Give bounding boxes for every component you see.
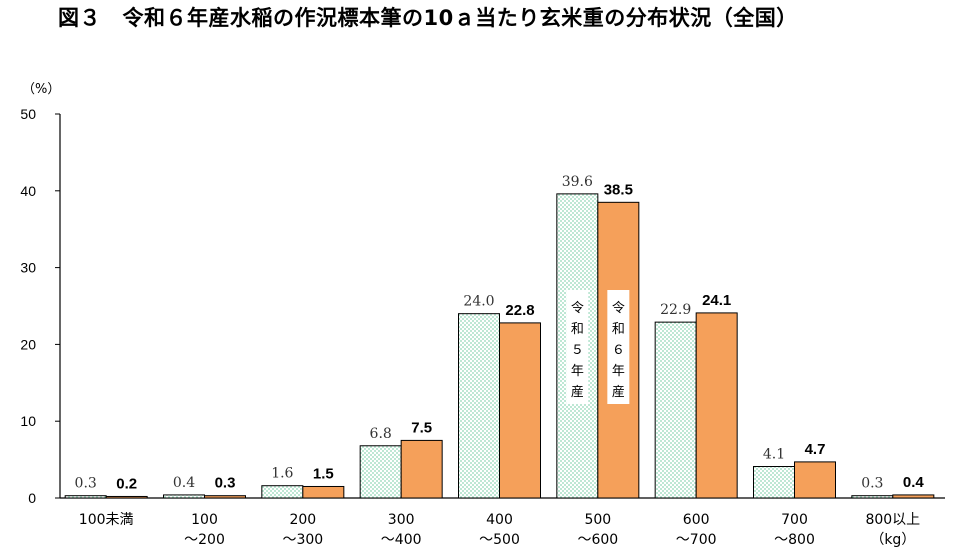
y-tick-label: 10	[20, 413, 36, 429]
bar-reiwa5	[359, 445, 402, 499]
bar-reiwa5	[64, 495, 107, 499]
bar-reiwa5	[458, 313, 500, 499]
data-label-reiwa5: 0.3	[75, 476, 97, 492]
x-tick-label: 400	[486, 512, 513, 528]
y-tick-label: 0	[28, 490, 36, 506]
series-label-char: 和	[612, 322, 625, 337]
data-label-reiwa6: 7.5	[411, 419, 432, 436]
x-tick-label: 600	[683, 512, 710, 528]
series-label-char: 産	[612, 384, 625, 400]
y-tick-label: 40	[20, 183, 36, 199]
series-label-char: ６	[612, 343, 625, 358]
data-label-reiwa5: 22.9	[660, 302, 691, 318]
bar-reiwa6	[499, 322, 541, 499]
bar-reiwa6	[892, 494, 935, 499]
data-label-reiwa5: 0.4	[173, 475, 195, 491]
data-label-reiwa5: 4.1	[763, 447, 785, 463]
bar-reiwa6	[302, 485, 345, 499]
data-label-reiwa6: 0.2	[116, 475, 137, 492]
y-axis-unit: （%）	[22, 82, 60, 97]
x-tick-label: 800以上	[865, 512, 920, 528]
bar-reiwa5	[753, 466, 795, 499]
bar-reiwa6	[794, 461, 836, 499]
x-axis-unit: （kg）	[870, 532, 915, 548]
data-label-reiwa6: 0.3	[215, 475, 236, 492]
series-label-char: 令	[612, 301, 625, 316]
data-label-reiwa6: 22.8	[505, 302, 534, 319]
bar-reiwa5	[851, 495, 894, 499]
series-label-box-reiwa5	[566, 290, 589, 404]
x-tick-label: 100未満	[79, 512, 134, 528]
series-label-char: 年	[612, 364, 625, 379]
x-tick-label: ～400	[381, 532, 422, 548]
bar-reiwa5	[261, 485, 304, 499]
series-label-box-reiwa6	[607, 290, 630, 404]
x-tick-label: ～300	[282, 532, 323, 548]
x-tick-label: 100	[191, 512, 218, 528]
y-tick-label: 20	[20, 336, 36, 352]
series-label-char: 産	[571, 384, 584, 400]
bar-reiwa5	[654, 321, 697, 499]
x-tick-label: ～500	[479, 532, 520, 548]
data-label-reiwa5: 1.6	[271, 466, 293, 482]
bar-reiwa6	[400, 439, 443, 499]
series-label-char: ５	[571, 343, 584, 358]
bar-reiwa6	[105, 495, 148, 499]
series-label-char: 令	[571, 301, 584, 316]
x-tick-label: 500	[584, 512, 611, 528]
data-label-reiwa5: 39.6	[562, 174, 593, 190]
data-label-reiwa6: 0.4	[903, 474, 925, 491]
bar-reiwa6	[204, 495, 246, 499]
bar-reiwa6	[695, 312, 738, 499]
x-tick-label: ～600	[577, 532, 618, 548]
data-label-reiwa5: 24.0	[463, 294, 494, 310]
x-tick-label: 700	[781, 512, 808, 528]
y-tick-label: 50	[20, 106, 36, 122]
data-label-reiwa6: 38.5	[604, 181, 633, 198]
y-tick-label: 30	[20, 260, 36, 276]
data-label-reiwa6: 24.1	[702, 292, 731, 309]
x-tick-label: 200	[289, 512, 316, 528]
series-label-char: 年	[571, 364, 584, 379]
data-label-reiwa5: 6.8	[370, 426, 392, 442]
data-label-reiwa5: 0.3	[861, 476, 883, 492]
data-label-reiwa6: 4.7	[805, 441, 826, 458]
x-tick-label: ～200	[184, 532, 225, 548]
chart-title: 図３ 令和６年産水稲の作況標本筆の10ａ当たり玄米重の分布状況（全国）	[58, 6, 798, 30]
bar-reiwa5	[163, 494, 205, 499]
data-label-reiwa6: 1.5	[313, 465, 334, 482]
x-tick-label: ～800	[774, 532, 815, 548]
x-tick-label: 300	[388, 512, 415, 528]
x-tick-label: ～700	[676, 532, 717, 548]
series-label-char: 和	[571, 322, 584, 337]
